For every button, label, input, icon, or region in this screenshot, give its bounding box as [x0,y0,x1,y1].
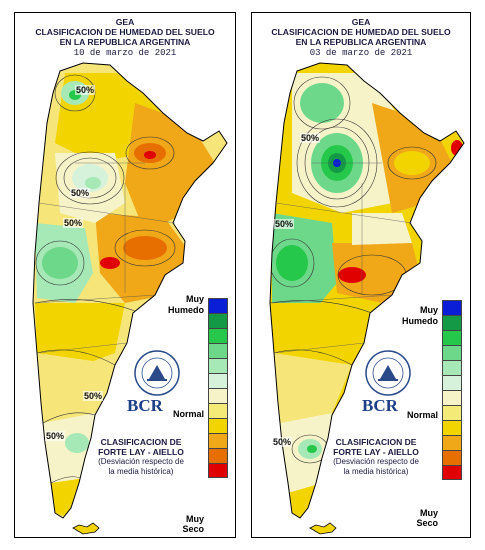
argentina-soil-moisture-map [269,62,465,535]
legend-label-muy-top: Muy [420,305,438,315]
legend-swatch [442,435,462,450]
caption-line2: FORTE LAY - AIELLO [98,447,184,457]
isoline-label: 50% [83,391,104,401]
legend-swatch [442,345,462,360]
legend-swatch [442,315,462,330]
bolsa-seal-icon [133,349,181,402]
map-date: 03 de marzo de 2021 [309,48,413,58]
caption-line1: CLASIFICACION DE [100,437,182,447]
legend-swatch [208,373,228,388]
caption-line3: (Desviación respecto de [98,457,184,466]
legend-label-seco: Seco [416,518,438,528]
legend-swatch [208,358,228,373]
caption: CLASIFICACION DE FORTE LAY - AIELLO (Des… [316,437,436,477]
legend-swatch [442,360,462,375]
header-title-line1: CLASIFICACION DE HUMEDAD DEL SUELO [35,27,215,37]
isoline-label: 50% [272,437,293,447]
legend-label-humedo: Humedo [168,305,204,315]
legend-swatch [208,328,228,343]
bolsa-seal-icon [364,349,412,402]
legend-swatch [208,403,228,418]
legend-swatch [208,388,228,403]
header-title-line1: CLASIFICACION DE HUMEDAD DEL SUELO [271,27,451,37]
bcr-logo: BCR [127,396,163,415]
isoline-label: 50% [63,218,84,228]
caption: CLASIFICACION DE FORTE LAY - AIELLO (Des… [81,437,201,477]
isoline-label: 50% [300,133,321,143]
legend-label-normal: Normal [406,410,438,420]
legend-swatch [208,313,228,328]
header-title-line2: EN LA REPUBLICA ARGENTINA [295,37,427,47]
legend-swatch [442,450,462,465]
map-date: 10 de marzo de 2021 [73,48,177,58]
caption-line1: CLASIFICACION DE [335,437,417,447]
legend-swatch [442,300,462,315]
isoline-label: 50% [274,219,295,229]
legend-label-normal: Normal [172,409,204,419]
header-title-line2: EN LA REPUBLICA ARGENTINA [59,37,191,47]
moisture-color-scale [208,298,228,478]
legend-swatch [442,405,462,420]
legend-swatch [208,298,228,313]
legend-label-muy-top: Muy [186,294,204,304]
legend-swatch [442,390,462,405]
legend-swatch [208,418,228,433]
legend-swatch [442,330,462,345]
legend-swatch [442,465,462,480]
legend-swatch [442,420,462,435]
header-org: GEA [351,17,371,27]
caption-line4: la media histórica) [108,467,174,476]
map-panel-march-03: GEA CLASIFICACION DE HUMEDAD DEL SUELO E… [251,12,471,538]
map-panel-march-10: GEA CLASIFICACION DE HUMEDAD DEL SUELO E… [14,12,236,538]
legend-swatch [208,463,228,478]
caption-line3: (Desviación respecto de [333,457,419,466]
caption-line4: la media histórica) [343,467,409,476]
legend-swatch [208,448,228,463]
legend-swatch [442,375,462,390]
moisture-color-scale [442,300,462,480]
legend-label-seco: Seco [182,524,204,534]
isoline-label: 50% [75,85,96,95]
legend-label-humedo: Humedo [402,316,438,326]
legend-label-muy-bottom: Muy [420,508,438,518]
legend-label-muy-bottom: Muy [186,514,204,524]
isoline-label: 50% [70,188,91,198]
argentina-soil-moisture-map [32,62,228,535]
legend-swatch [208,343,228,358]
bcr-logo: BCR [362,396,398,415]
isoline-label: 50% [45,431,66,441]
caption-line2: FORTE LAY - AIELLO [333,447,419,457]
header-org: GEA [115,17,135,27]
legend-swatch [208,433,228,448]
